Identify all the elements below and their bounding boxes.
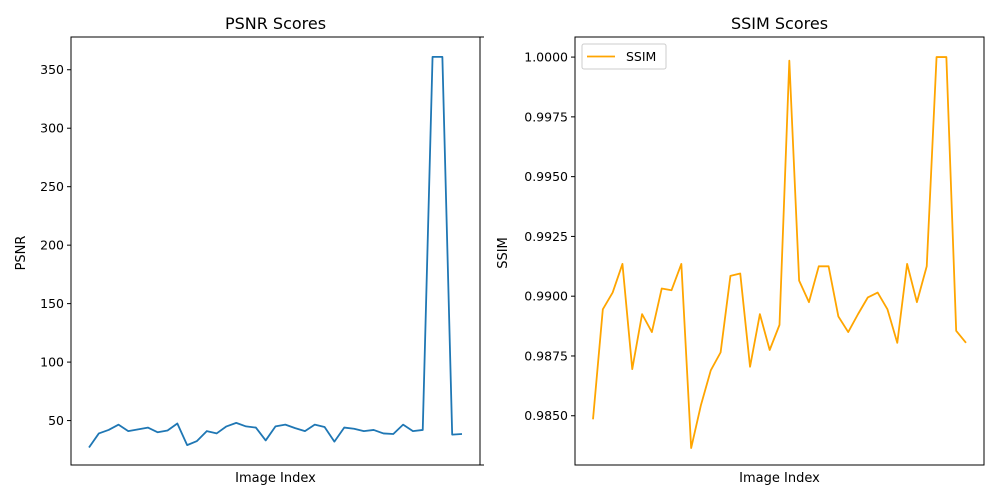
psnr-chart: PSNR Scores Image Index PSNR 50 100 150 200… — [14, 14, 484, 486]
psnr-y-tick-label: 100 — [40, 355, 64, 370]
ssim-chart-title: SSIM Scores — [731, 14, 828, 33]
ssim-series-line — [592, 56, 967, 449]
ssim-y-tick-label: 0.9850 — [524, 408, 568, 423]
ssim-y-tick-label: 0.9875 — [524, 348, 568, 363]
psnr-y-tick-label: 150 — [40, 296, 64, 311]
ssim-y-axis-label: SSIM — [496, 237, 511, 269]
ssim-y-ticks: 0.9850 0.9875 0.9900 0.9925 0.9950 0.9975 1.00… — [524, 50, 575, 423]
ssim-x-axis-label: Image Index — [739, 471, 820, 486]
ssim-y-tick-label: 1.0000 — [524, 50, 568, 65]
legend-label-ssim: SSIM — [626, 49, 656, 64]
ssim-y-tick-label: 0.9925 — [524, 229, 568, 244]
psnr-y-tick-label: 300 — [40, 121, 64, 136]
psnr-y-axis-label: PSNR — [14, 236, 29, 271]
ssim-y-tick-label: 0.9950 — [524, 169, 568, 184]
psnr-x-axis-label: Image Index — [235, 471, 316, 486]
ssim-y-tick-label: 0.9975 — [524, 109, 568, 124]
psnr-y-tick-label: 350 — [40, 62, 64, 77]
psnr-y-tick-label: 50 — [48, 413, 64, 428]
psnr-y-tick-label: 250 — [40, 179, 64, 194]
psnr-y-ticks: 50 100 150 200 250 300 350 — [40, 62, 71, 428]
psnr-chart-title: PSNR Scores — [225, 14, 326, 33]
psnr-series-line — [88, 55, 463, 448]
psnr-y-tick-label: 200 — [40, 238, 64, 253]
ssim-y-tick-label: 0.9900 — [524, 289, 568, 304]
ssim-plot-frame — [574, 36, 985, 466]
ssim-chart: SSIM Scores Image Index SSIM 0.9850 0.987… — [496, 14, 985, 486]
ssim-legend: SSIM — [581, 43, 667, 70]
psnr-plot-frame — [70, 36, 481, 466]
legend-box — [581, 43, 667, 70]
